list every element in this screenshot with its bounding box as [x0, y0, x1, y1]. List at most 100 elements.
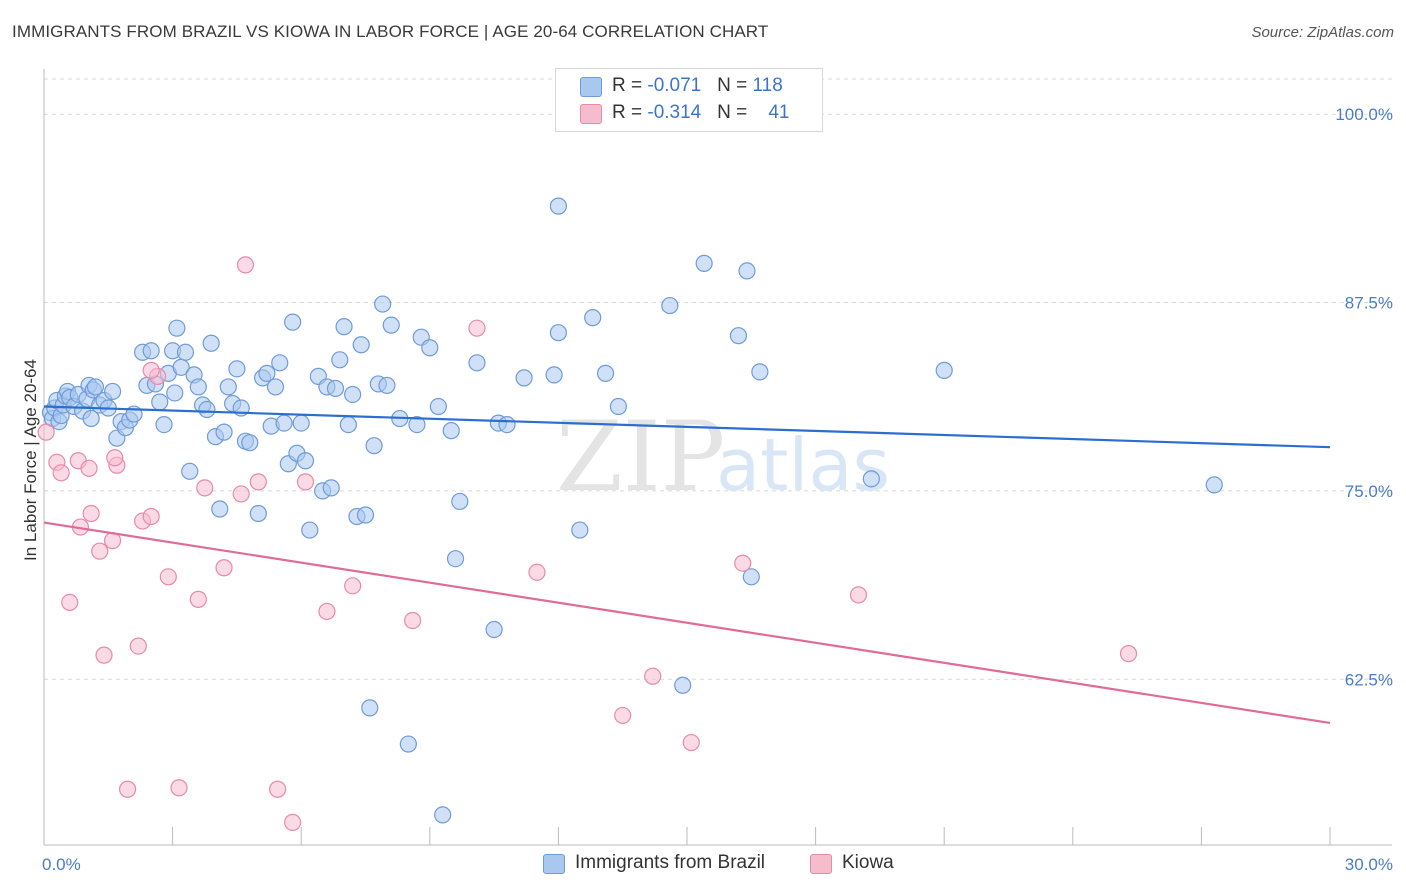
brazil-point-109 — [695, 254, 713, 272]
n-label: N = — [717, 102, 753, 123]
bottom-swatch-brazil — [543, 854, 565, 874]
kiowa-point-37 — [734, 554, 752, 572]
brazil-point-93 — [446, 550, 465, 568]
brazil-point-116 — [1205, 476, 1223, 494]
trend-line-brazil — [43, 405, 1331, 449]
kiowa-point-23 — [232, 485, 250, 503]
kiowa-point-0 — [37, 423, 55, 441]
legend-text-brazil: R = -0.071 N = 118 — [612, 75, 783, 97]
y-tick-label-1: 75.0% — [1345, 482, 1393, 501]
brazil-point-96 — [485, 620, 503, 639]
brazil-point-83 — [378, 376, 396, 395]
source-label: Source: ZipAtlas.com — [1251, 24, 1394, 41]
kiowa-point-3 — [61, 593, 79, 612]
brazil-point-94 — [451, 492, 469, 511]
brazil-point-82 — [374, 295, 392, 313]
kiowa-point-30 — [344, 577, 362, 595]
y-tick-label-3: 100.0% — [1335, 105, 1393, 124]
brazil-point-58 — [266, 378, 285, 396]
watermark-zip: ZIP — [556, 401, 725, 513]
kiowa-point-22 — [215, 559, 233, 577]
bottom-swatch-kiowa — [810, 854, 832, 874]
brazil-point-71 — [326, 379, 345, 398]
kiowa-point-26 — [269, 780, 287, 798]
brazil-point-78 — [356, 506, 375, 524]
brazil-point-64 — [292, 414, 310, 432]
chart-title: IMMIGRANTS FROM BRAZIL VS KIOWA IN LABOR… — [12, 22, 769, 41]
brazil-point-79 — [361, 699, 379, 717]
legend-text-kiowa: R = -0.314 N = 41 — [612, 102, 789, 124]
r-value: -0.071 — [647, 75, 702, 96]
y-tick-label-0: 62.5% — [1345, 670, 1393, 689]
kiowa-point-9 — [95, 646, 113, 664]
n-value: 41 — [768, 102, 790, 123]
brazil-point-102 — [571, 521, 589, 539]
kiowa-point-34 — [614, 706, 632, 725]
brazil-point-50 — [228, 360, 246, 378]
kiowa-point-36 — [682, 733, 700, 752]
brazil-point-104 — [596, 364, 615, 382]
brazil-point-72 — [331, 351, 349, 369]
brazil-point-111 — [738, 262, 756, 280]
brazil-point-41 — [189, 378, 207, 396]
watermark: ZIP atlas — [556, 401, 890, 513]
brazil-point-106 — [549, 197, 568, 215]
kiowa-point-32 — [468, 319, 486, 337]
kiowa-point-35 — [644, 667, 662, 685]
n-label: N = — [717, 75, 753, 96]
brazil-point-103 — [584, 309, 602, 327]
kiowa-point-40 — [142, 361, 160, 379]
brazil-point-70 — [322, 479, 340, 497]
bottom-legend-kiowa: Kiowa — [810, 852, 930, 876]
bottom-legend-brazil: Immigrants from Brazil — [543, 852, 803, 876]
kiowa-point-18 — [159, 568, 177, 586]
brazil-point-91 — [434, 806, 452, 824]
y-axis-label: In Labor Force | Age 20-64 — [21, 359, 40, 561]
brazil-point-44 — [202, 334, 220, 352]
brazil-point-43 — [198, 400, 216, 419]
brazil-point-100 — [545, 366, 563, 384]
x-tick-label-1: 30.0% — [1345, 855, 1393, 874]
bottom-label-brazil: Immigrants from Brazil — [575, 852, 766, 873]
brazil-point-60 — [275, 414, 293, 432]
kiowa-point-14 — [129, 637, 147, 655]
watermark-atlas: atlas — [716, 423, 890, 507]
tick-labels: 62.5% 75.0% 87.5% 100.0% 0.0% 30.0% — [42, 105, 1393, 874]
axes — [43, 69, 1392, 846]
brazil-point-80 — [365, 437, 383, 455]
brazil-point-86 — [399, 735, 417, 753]
brazil-point-54 — [249, 504, 267, 523]
kiowa-point-31 — [404, 611, 422, 630]
brazil-point-110 — [729, 327, 748, 345]
grid-lines — [44, 78, 1392, 680]
brazil-point-92 — [442, 422, 460, 440]
brazil-point-35 — [166, 384, 184, 402]
bottom-label-kiowa: Kiowa — [842, 852, 894, 873]
stats-legend: R = -0.071 N = 118 R = -0.314 N = 41 — [555, 68, 823, 132]
brazil-point-47 — [215, 423, 233, 441]
brazil-point-75 — [344, 385, 362, 404]
brazil-point-46 — [211, 500, 229, 518]
legend-swatch-brazil — [580, 77, 602, 97]
kiowa-point-38 — [849, 586, 868, 604]
kiowa-point-21 — [196, 479, 214, 497]
kiowa-point-39 — [1119, 645, 1138, 663]
r-label: R = — [612, 102, 648, 123]
brazil-point-99 — [515, 369, 533, 387]
brazil-point-73 — [335, 318, 353, 336]
kiowa-point-28 — [296, 473, 315, 491]
brazil-point-74 — [339, 416, 357, 434]
brazil-point-87 — [408, 416, 426, 434]
kiowa-point-27 — [284, 813, 302, 831]
y-tick-label-2: 87.5% — [1345, 294, 1393, 313]
kiowa-point-6 — [80, 459, 98, 477]
brazil-point-95 — [468, 354, 486, 372]
trend-line-kiowa — [43, 521, 1331, 725]
brazil-point-90 — [429, 397, 447, 416]
kiowa-point-7 — [82, 504, 100, 523]
trend-lines — [43, 405, 1331, 725]
brazil-point-89 — [421, 339, 439, 357]
brazil-point-21 — [103, 382, 122, 401]
brazil-point-66 — [301, 521, 319, 539]
